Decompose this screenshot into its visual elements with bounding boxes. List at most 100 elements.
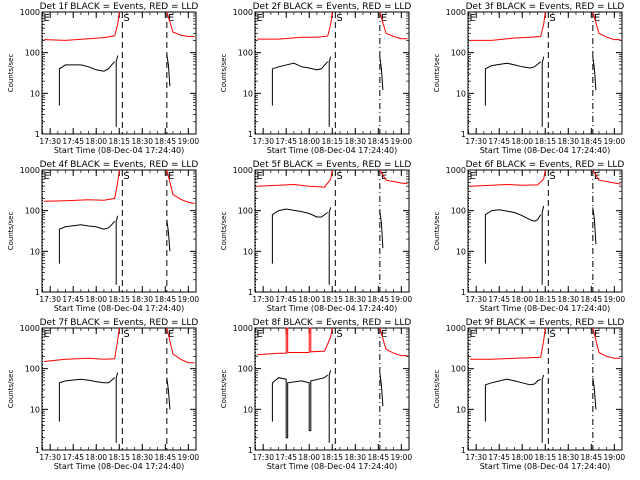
x-tick-label: 18:45 [580, 137, 602, 146]
marker-label: S [123, 171, 129, 182]
x-tick-label: 19:00 [391, 453, 413, 462]
y-tick-label: 1000 [233, 8, 253, 17]
x-tick-label: 17:45 [62, 295, 84, 304]
event-rate-line [271, 208, 328, 264]
y-tick-label: 1000 [446, 8, 466, 17]
lld-rate-line [470, 327, 546, 360]
marker-label: S [336, 171, 342, 182]
x-axis-label: Start Time (08-Dec-04 17:24:40) [54, 462, 185, 471]
lld-rate-line [43, 327, 120, 362]
y-tick-label: 1 [248, 446, 253, 455]
marker-label: S [123, 13, 129, 24]
event-rate-line [58, 61, 116, 106]
plot-frame [467, 11, 623, 135]
x-tick-label: 19:00 [604, 295, 626, 304]
marker-label: E [168, 171, 174, 182]
x-tick-label: 18:00 [511, 137, 533, 146]
event-rate-line [379, 210, 384, 249]
x-tick-label: 17:30 [465, 295, 487, 304]
x-axis-label: Start Time (08-Dec-04 17:24:40) [267, 304, 398, 313]
x-tick-label: 17:30 [252, 137, 274, 146]
x-tick-label: 18:30 [557, 295, 579, 304]
marker-label: E [44, 171, 50, 182]
x-axis-label: Start Time (08-Dec-04 17:24:40) [480, 462, 611, 471]
lld-rate-line [43, 11, 120, 41]
plot-frame [41, 169, 197, 293]
marker-label: E [257, 329, 263, 340]
detector-panel-1: Det 1f BLACK = Events, RED = LLD Counts/s… [7, 2, 199, 155]
y-tick-label: 100 [238, 365, 253, 374]
detector-panel-5: Det 5f BLACK = Events, RED = LLD Counts/s… [220, 160, 412, 313]
x-tick-label: 18:00 [298, 453, 320, 462]
event-rate-line [541, 56, 545, 127]
y-axis-label: Counts/sec [433, 212, 441, 251]
y-tick-label: 1 [35, 288, 40, 297]
marker-label: E [470, 171, 476, 182]
detector-panel-7: Det 7f BLACK = Events, RED = LLD Counts/s… [7, 318, 199, 471]
x-tick-label: 17:30 [39, 295, 61, 304]
lld-rate-line [166, 11, 195, 37]
event-rate-line [592, 207, 597, 245]
x-tick-label: 18:00 [85, 137, 107, 146]
y-tick-label: 100 [25, 365, 40, 374]
panel-title: Det 8f BLACK = Events, RED = LLD [253, 318, 412, 328]
y-tick-label: 1 [248, 288, 253, 297]
y-tick-label: 100 [238, 49, 253, 58]
x-axis-label: Start Time (08-Dec-04 17:24:40) [267, 146, 398, 155]
event-rate-line [58, 220, 116, 264]
marker-label: E [470, 13, 476, 24]
panel-title: Det 1f BLACK = Events, RED = LLD [40, 2, 199, 12]
detector-panel-8: Det 8f BLACK = Events, RED = LLD Counts/s… [220, 318, 412, 471]
marker-label: E [44, 329, 50, 340]
x-tick-label: 17:30 [252, 295, 274, 304]
lld-rate-line [256, 169, 333, 188]
lld-rate-line [379, 11, 408, 40]
lld-rate-line [592, 169, 621, 185]
y-tick-label: 1 [35, 130, 40, 139]
x-tick-label: 18:15 [108, 137, 130, 146]
x-tick-label: 18:45 [367, 137, 389, 146]
marker-label: E [381, 329, 387, 340]
x-tick-label: 18:00 [85, 453, 107, 462]
event-rate-line [328, 370, 332, 443]
x-tick-label: 17:45 [488, 137, 510, 146]
x-axis-label: Start Time (08-Dec-04 17:24:40) [480, 304, 611, 313]
x-tick-label: 18:45 [367, 295, 389, 304]
y-axis-label: Counts/sec [433, 370, 441, 409]
y-tick-label: 1 [461, 446, 466, 455]
plot-frame [467, 327, 623, 451]
x-tick-label: 18:00 [511, 453, 533, 462]
x-tick-label: 18:45 [367, 453, 389, 462]
x-tick-label: 17:45 [275, 137, 297, 146]
y-tick-label: 1000 [446, 324, 466, 333]
event-rate-line [541, 205, 545, 285]
x-tick-label: 18:45 [154, 295, 176, 304]
event-rate-line [592, 377, 597, 410]
x-tick-label: 17:30 [465, 137, 487, 146]
y-tick-label: 10 [243, 89, 253, 98]
plot-frame [254, 169, 410, 293]
x-tick-label: 18:30 [344, 137, 366, 146]
x-tick-label: 19:00 [178, 295, 200, 304]
event-rate-line [166, 219, 171, 252]
y-axis-label: Counts/sec [220, 212, 228, 251]
x-tick-label: 18:15 [534, 295, 556, 304]
lld-rate-line [256, 327, 333, 356]
panel-title: Det 5f BLACK = Events, RED = LLD [253, 160, 412, 170]
x-tick-label: 19:00 [391, 295, 413, 304]
x-tick-label: 18:45 [154, 137, 176, 146]
x-axis-label: Start Time (08-Dec-04 17:24:40) [54, 146, 185, 155]
lld-rate-line [592, 11, 621, 41]
lld-rate-line [469, 169, 546, 187]
marker-label: E [381, 13, 387, 24]
x-tick-label: 18:30 [557, 453, 579, 462]
event-rate-line [484, 61, 542, 106]
x-tick-label: 18:00 [85, 295, 107, 304]
x-tick-label: 19:00 [604, 137, 626, 146]
y-tick-label: 100 [238, 207, 253, 216]
x-tick-label: 18:15 [108, 453, 130, 462]
x-tick-label: 17:30 [39, 137, 61, 146]
lld-rate-line [166, 169, 195, 204]
lld-rate-line [257, 11, 333, 40]
